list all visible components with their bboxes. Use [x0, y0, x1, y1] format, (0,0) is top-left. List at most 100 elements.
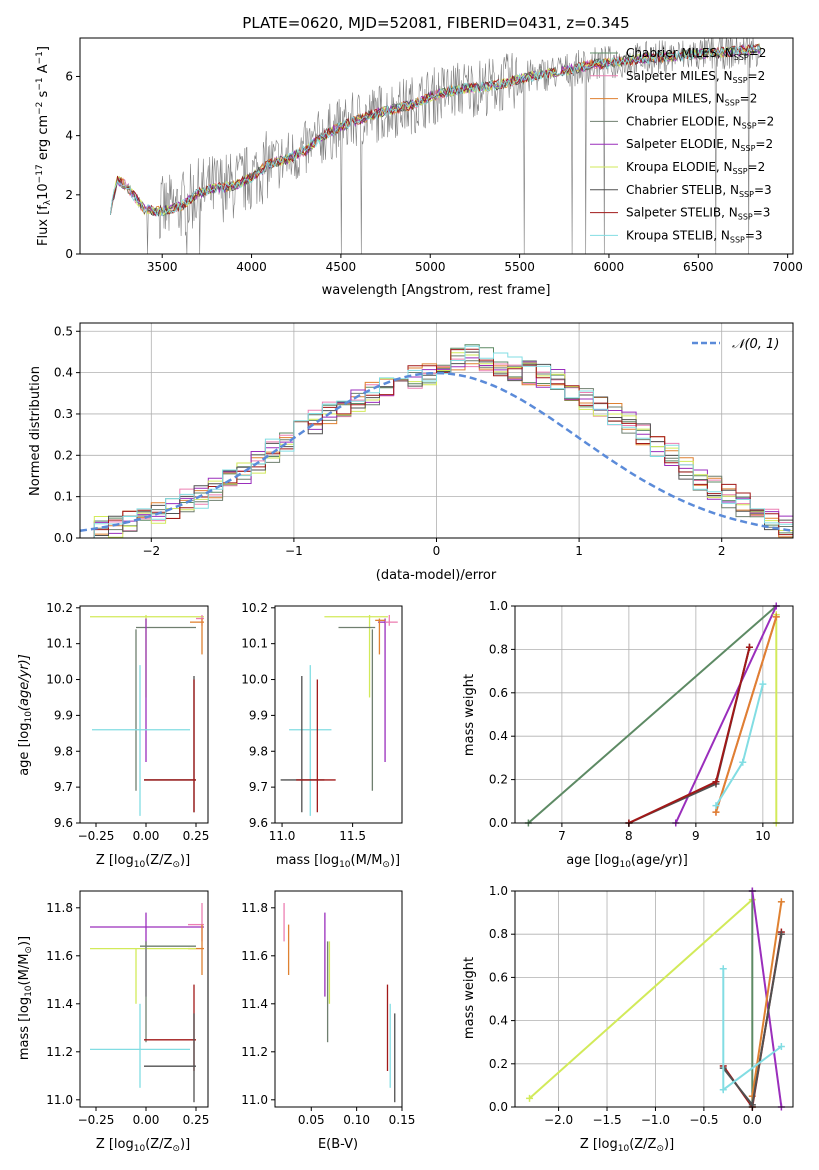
y-tick-label: 9.8: [249, 744, 268, 758]
y-tick-label: 10.0: [46, 673, 73, 687]
y-tick-label: 10.2: [46, 601, 73, 615]
x-tick-label: 11.5: [339, 829, 366, 843]
x-tick-label: 4000: [236, 260, 267, 274]
z-age-xlabel: Z [log10(Z/Z⊙)]: [96, 853, 190, 870]
y-tick-label: 0.4: [54, 366, 73, 380]
x-tick-label: −2.0: [544, 1113, 573, 1127]
y-tick-label: 9.9: [249, 708, 268, 722]
y-tick-label: 9.7: [249, 780, 268, 794]
legend-label-sub: SSP: [740, 144, 755, 153]
x-tick-label: 0.10: [343, 1113, 370, 1127]
z-age-ylabel: age [log10(age/yr)]: [17, 654, 34, 776]
x-tick-label: 9: [692, 829, 700, 843]
y-tick-label: 11.2: [241, 1045, 268, 1059]
y-tick-label: 1.0: [489, 599, 508, 613]
y-tick-label: 0: [65, 247, 73, 261]
y-tick-label: 0.2: [489, 773, 508, 787]
x-tick-label: 5000: [415, 260, 446, 274]
y-tick-label: 0.8: [489, 927, 508, 941]
x-tick-label: 1: [575, 544, 583, 558]
y-tick-label: 10.0: [241, 673, 268, 687]
weight-line: [674, 605, 778, 824]
residual-legend: 𝒩(0, 1): [692, 337, 779, 352]
legend-label: Chabrier ELODIE, NSSP=2: [626, 114, 774, 130]
spectrum-panel: PLATE=0620, MJD=52081, FIBERID=0431, z=0…: [35, 14, 803, 298]
ebv-mass-panel: 0.05 0.10 0.15 11.0 11.2 11.4 11.6 11.8 E(B-V): [241, 890, 415, 1152]
x-tick-label: 8: [625, 829, 633, 843]
y-tick-label: 0.4: [489, 729, 508, 743]
x-tick-label: 0: [433, 544, 441, 558]
y-tick-label: 0.3: [54, 407, 73, 421]
x-tick-label: 2: [718, 544, 726, 558]
legend-label: Salpeter STELIB, NSSP=3: [626, 206, 770, 222]
legend-label-tail: =2: [740, 92, 758, 106]
legend-label-main: Chabrier ELODIE, N: [626, 114, 742, 128]
model-spectrum: [110, 44, 762, 217]
histogram-step: [80, 348, 794, 539]
y-tick-label: 11.8: [241, 901, 268, 915]
y-tick-label: 6: [65, 69, 73, 83]
x-tick-label: 0.25: [183, 1113, 210, 1127]
spectrum-xlabel: wavelength [Angstrom, rest frame]: [322, 283, 551, 298]
axes-frame: [79, 37, 794, 255]
legend-label-main: Salpeter MILES, N: [626, 69, 733, 83]
y-tick-label: 11.6: [241, 949, 268, 963]
residual-ylabel: Normed distribution: [28, 366, 43, 496]
legend-label-main: Chabrier STELIB, N: [626, 183, 739, 197]
y-tick-label: 10.1: [241, 637, 268, 651]
y-tick-label: 0.6: [489, 686, 508, 700]
legend-label-tail: =2: [755, 137, 773, 151]
legend-label-sub: SSP: [734, 53, 749, 62]
legend-label: Kroupa ELODIE, NSSP=2: [626, 160, 765, 176]
legend-label-tail: =3: [753, 206, 771, 220]
x-tick-label: −1: [285, 544, 303, 558]
legend-label-sub: SSP: [733, 76, 748, 85]
x-tick-label: −2: [142, 544, 160, 558]
legend-label: Salpeter MILES, NSSP=2: [626, 69, 765, 85]
spectrum-title: PLATE=0620, MJD=52081, FIBERID=0431, z=0…: [242, 14, 629, 32]
y-tick-label: 0.6: [489, 970, 508, 984]
weight-line: [527, 605, 777, 824]
y-tick-label: 0.2: [54, 448, 73, 462]
legend-label-sub: SSP: [742, 121, 757, 130]
axes-frame: [514, 890, 794, 1108]
x-tick-label: 0.05: [298, 1113, 325, 1127]
ebv-mass-xlabel: E(B-V): [318, 1137, 358, 1152]
x-tick-label: 6000: [594, 260, 625, 274]
legend-label-tail: =3: [745, 228, 763, 242]
y-tick-label: 0.5: [54, 324, 73, 338]
x-tick-label: 0.0: [743, 1113, 762, 1127]
weight-line: [751, 901, 783, 1097]
axes-frame: [79, 605, 209, 824]
x-tick-label: 0.00: [133, 1113, 160, 1127]
x-tick-label: 5500: [504, 260, 535, 274]
y-tick-label: 0.0: [489, 1100, 508, 1114]
z-weight-panel: −2.0 −1.5 −1.0 −0.5 0.0 0.0 0.2 0.4 0.6 0.8 1.0 Z …: [462, 884, 794, 1154]
x-tick-label: 10: [755, 829, 770, 843]
x-tick-label: 3500: [147, 260, 178, 274]
age-weight-ylabel: mass weight: [462, 674, 477, 756]
legend-label-tail: =2: [749, 46, 767, 60]
mass-age-xlabel: mass [log10(M/M⊙)]: [276, 853, 400, 870]
y-tick-label: 9.6: [54, 816, 73, 830]
y-tick-label: 9.8: [54, 744, 73, 758]
x-tick-label: −0.5: [689, 1113, 718, 1127]
legend-label-main: Kroupa STELIB, N: [626, 228, 730, 242]
y-tick-label: 0.1: [54, 490, 73, 504]
legend-label: Chabrier MILES, NSSP=2: [626, 46, 766, 62]
residual-xlabel: (data-model)/error: [376, 568, 497, 583]
weight-line: [528, 898, 753, 1100]
y-tick-label: 10.1: [46, 637, 73, 651]
x-tick-label: 0.25: [183, 829, 210, 843]
legend-label-tail: =3: [754, 183, 772, 197]
legend-label: Chabrier STELIB, NSSP=3: [626, 183, 772, 199]
y-tick-label: 11.0: [46, 1093, 73, 1107]
legend-label-main: Chabrier MILES, N: [626, 46, 734, 60]
legend-label-tail: =2: [748, 69, 766, 83]
model-spectrum: [110, 43, 762, 217]
x-tick-label: 11.0: [269, 829, 296, 843]
age-weight-xlabel: age [log10(age/yr)]: [566, 853, 688, 870]
y-tick-label: 4: [65, 129, 73, 143]
